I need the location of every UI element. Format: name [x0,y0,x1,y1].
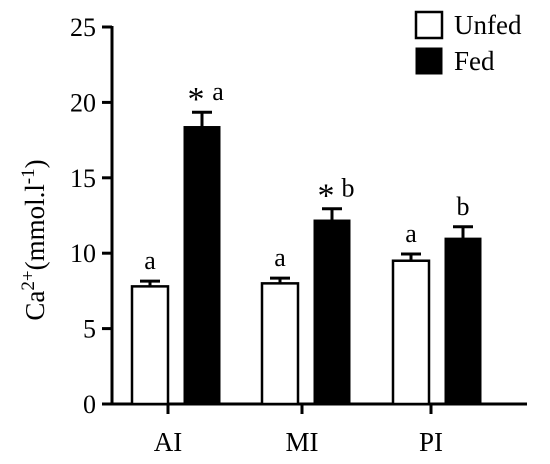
significance-letter: a [212,77,224,106]
legend: Unfed Fed [414,10,522,76]
y-tick-label: 15 [70,164,96,193]
unfed-bar [130,285,170,406]
x-category-labels: AI MI PI [154,404,443,457]
x-category-label: AI [154,427,183,457]
unfed-bar [391,259,431,406]
legend-swatch-unfed [414,10,444,40]
y-tick-label: 5 [83,315,96,344]
y-tick-label: 0 [83,390,96,419]
y-tick-label: 10 [70,239,96,268]
significance-letter: b [457,192,470,221]
y-axis-label: Ca2+(mmol.l-1) [18,159,50,320]
significance-letter: a [274,243,286,272]
significance-star: * [318,178,335,215]
y-label-quantity-superscript: 2+ [18,270,39,290]
y-tick-label: 20 [70,88,96,117]
x-category-label: MI [286,427,319,457]
x-category-label: PI [419,427,443,457]
fed-bar [313,219,351,405]
y-label-units: (mmol.l [20,184,50,270]
bars: a* aa* bab [130,77,482,406]
legend-swatch-fed [415,47,443,75]
y-label-close: ) [20,159,50,168]
legend-label-unfed: Unfed [454,10,522,40]
significance-letter: b [342,174,355,203]
significance-star: * [188,81,205,118]
svg-text:Ca2+(mmol.l-1): Ca2+(mmol.l-1) [18,159,50,320]
fed-bar [444,237,482,405]
unfed-bar [260,282,300,406]
y-ticks: 0 5 10 15 20 25 [70,13,112,419]
significance-letter: a [144,246,156,275]
significance-letter: a [405,219,417,248]
y-tick-label: 25 [70,13,96,42]
y-label-units-superscript: -1 [18,168,39,184]
fed-bar [183,126,221,405]
legend-label-fed: Fed [454,46,495,76]
y-label-quantity: Ca [20,291,50,321]
